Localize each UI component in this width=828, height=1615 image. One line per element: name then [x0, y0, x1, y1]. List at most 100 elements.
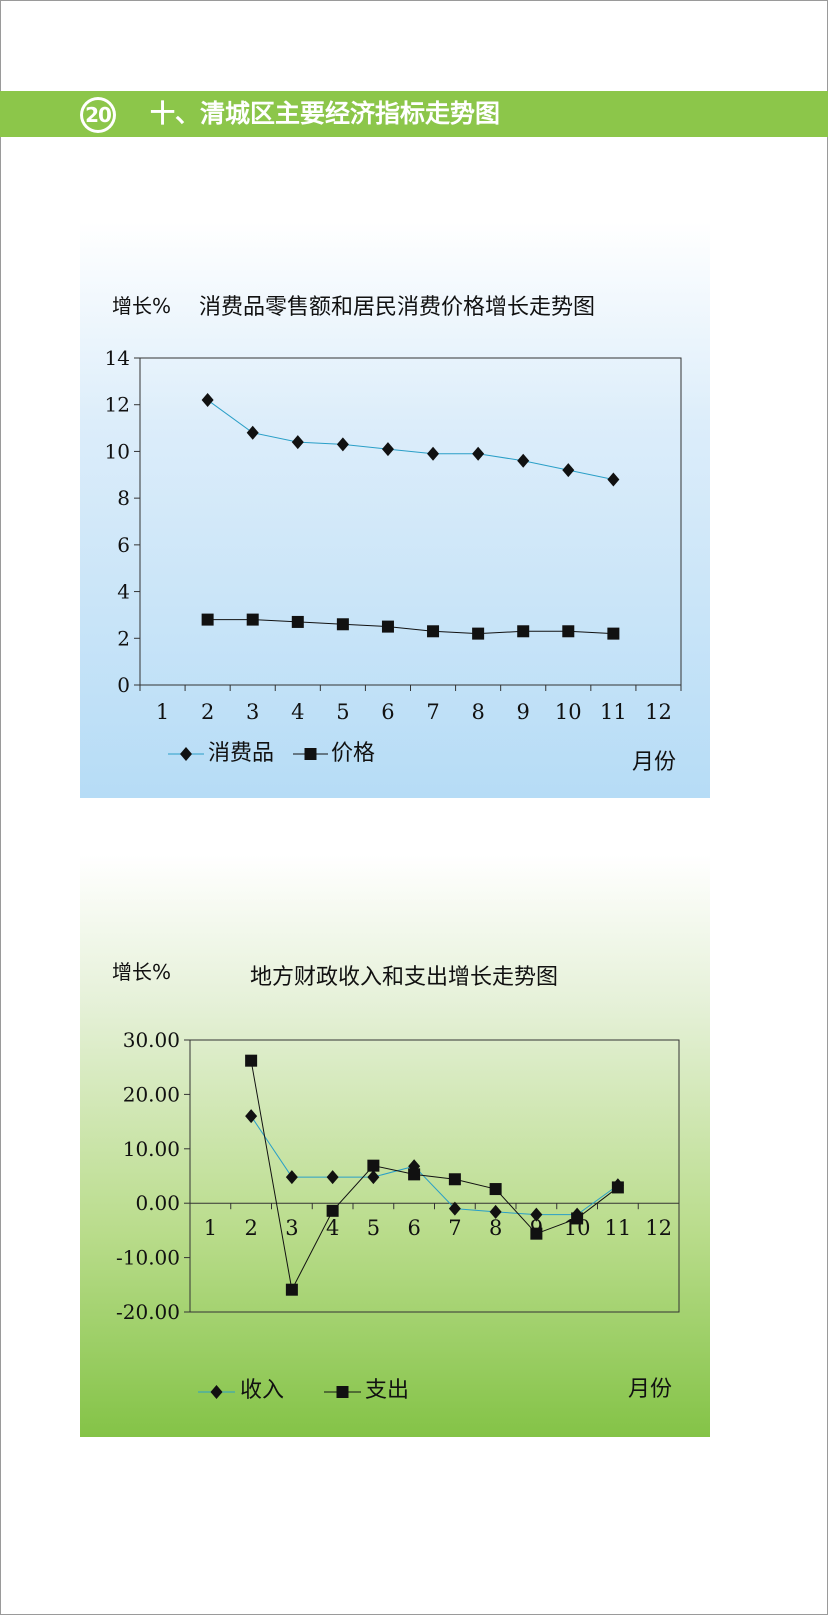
- chart2-series-0-point: [285, 1170, 298, 1185]
- chart2-y-tick-label: 10.00: [123, 1137, 180, 1161]
- chart2-y-tick-label: -10.00: [116, 1246, 180, 1270]
- chart1-panel: 增长% 消费品零售额和居民消费价格增长走势图 1 2 3 4 5 6 7 8 9 10 11 12 0 2…: [80, 222, 710, 798]
- chart2-x-tick-label: 12: [645, 1216, 672, 1240]
- chart2-y-tick-label: 0.00: [135, 1191, 180, 1215]
- chart1-legend-label-0: 消费品: [208, 741, 275, 766]
- chart2-y-tick-label: 30.00: [123, 1028, 180, 1052]
- chart1-series-0-point: [246, 425, 259, 440]
- chart2-legend-marker-1: [336, 1386, 349, 1398]
- chart1-y-tick-label: 4: [117, 580, 130, 604]
- chart1-x-tick-label: 2: [201, 700, 214, 724]
- chart1-series-0-point: [336, 437, 349, 452]
- chart1-series-1-point: [246, 613, 259, 626]
- chart1-series-1-point: [336, 618, 349, 631]
- chart1-x-tick-label: 9: [517, 700, 530, 724]
- chart2-title: 地方财政收入和支出增长走势图: [250, 965, 559, 990]
- chart2-x-tick-label: 5: [367, 1216, 380, 1240]
- chart1-series-1-point: [607, 627, 620, 640]
- chart2-svg: 123456789101112-20.00-10.000.0010.0020.0…: [116, 1028, 680, 1399]
- chart1-series-0-point: [517, 453, 530, 468]
- chart1-legend-marker-1: [304, 748, 317, 760]
- chart1-title: 消费品零售额和居民消费价格增长走势图: [199, 295, 596, 320]
- chart2-x-tick-label: 7: [448, 1216, 461, 1240]
- chart2-series-1-point: [367, 1159, 380, 1172]
- chart2-series-1-point: [530, 1227, 543, 1240]
- chart1-y-tick-label: 14: [105, 346, 130, 370]
- chart2-series-1-line: [250, 1060, 619, 1292]
- chart1-y-tick-label: 0: [117, 673, 130, 697]
- chart1-y-tick-label: 8: [117, 486, 130, 510]
- chart1-plot-area: [139, 357, 682, 686]
- chart2-series-1-point: [448, 1173, 461, 1186]
- chart2-series-1-point: [326, 1204, 339, 1217]
- chart2-series-0-point: [530, 1207, 543, 1222]
- chart2-x-tick-label: 11: [605, 1216, 632, 1240]
- page-number-badge: 20: [80, 97, 116, 133]
- chart1-legend-label-1: 价格: [331, 741, 376, 766]
- chart2-series-1-point: [285, 1283, 298, 1296]
- chart2-xunit: 月份: [628, 1377, 673, 1402]
- chart1-xunit: 月份: [632, 750, 677, 775]
- chart2-series-1-point: [489, 1183, 502, 1196]
- chart1-series-0-point: [562, 463, 575, 478]
- chart2-x-tick-label: 1: [204, 1216, 217, 1240]
- chart2-x-tick-label: 3: [285, 1216, 298, 1240]
- chart2-legend-marker-0: [210, 1385, 223, 1399]
- chart2-series-0-point: [326, 1170, 339, 1185]
- header-band: [0, 91, 828, 137]
- chart1-series-0-point: [201, 393, 214, 408]
- chart2-series-0-point: [367, 1170, 380, 1185]
- chart1-series-0-point: [427, 446, 440, 461]
- chart2-series-0-point: [489, 1204, 502, 1219]
- chart2-series-0-point: [448, 1201, 461, 1216]
- chart1-x-tick-label: 8: [471, 700, 484, 724]
- chart1-series-1-line: [207, 619, 614, 635]
- chart1-x-tick-label: 10: [555, 700, 582, 724]
- chart2-series-0-point: [245, 1109, 258, 1124]
- chart2-panel: 增长% 地方财政收入和支出增长走势图 123456789101112-20.00…: [80, 855, 710, 1437]
- chart1-legend-marker-0: [180, 747, 192, 761]
- chart2-plot-area: [189, 1039, 680, 1313]
- chart1-y-tick-label: 10: [105, 439, 130, 463]
- chart2-series-1-point: [571, 1212, 584, 1225]
- chart2-x-tick-label: 8: [489, 1216, 502, 1240]
- chart1-x-tick-label: 11: [600, 700, 627, 724]
- chart2-ylabel: 增长%: [112, 960, 172, 984]
- chart1-x-tick-label: 7: [426, 700, 439, 724]
- chart2-x-tick-label: 2: [244, 1216, 257, 1240]
- chart1-ylabel: 增长%: [112, 294, 172, 318]
- chart1-x-tick-label: 6: [381, 700, 394, 724]
- chart2-legend-label-0: 收入: [240, 1378, 285, 1403]
- chart2-legend-label-1: 支出: [365, 1378, 410, 1403]
- chart1-series-0-point: [472, 446, 485, 461]
- chart1-series-1-point: [472, 627, 485, 640]
- chart1-x-tick-label: 1: [156, 700, 169, 724]
- chart2-series-0-line: [250, 1115, 619, 1216]
- chart1-x-tick-label: 3: [246, 700, 259, 724]
- page-number: 20: [83, 100, 113, 130]
- chart1-series-1-point: [201, 613, 214, 626]
- chart1-y-tick-label: 6: [117, 533, 130, 557]
- chart2-y-tick-label: 20.00: [123, 1082, 180, 1106]
- chart1-y-tick-label: 2: [117, 626, 130, 650]
- chart1-series-0-point: [291, 435, 304, 450]
- chart1-x-tick-label: 4: [291, 700, 304, 724]
- chart2-x-tick-label: 4: [326, 1216, 339, 1240]
- chart2-x-tick-label: 6: [407, 1216, 420, 1240]
- page-title: 十、清城区主要经济指标走势图: [150, 99, 501, 128]
- chart2-series-1-point: [611, 1181, 624, 1194]
- chart1-series-1-point: [517, 625, 530, 638]
- chart1-series-1-point: [562, 625, 575, 638]
- chart1-x-tick-label: 12: [645, 700, 672, 724]
- chart1-series-0-point: [607, 472, 620, 487]
- chart2-y-tick-label: -20.00: [116, 1300, 180, 1324]
- chart2-series-1-point: [408, 1168, 421, 1181]
- chart1-series-0-line: [207, 399, 614, 480]
- chart2-series-1-point: [245, 1054, 258, 1067]
- chart1-y-tick-label: 12: [105, 393, 130, 417]
- chart1-x-tick-label: 5: [336, 700, 349, 724]
- chart1-series-1-point: [427, 625, 440, 638]
- chart1-series-1-point: [381, 620, 394, 633]
- chart1-series-1-point: [291, 615, 304, 628]
